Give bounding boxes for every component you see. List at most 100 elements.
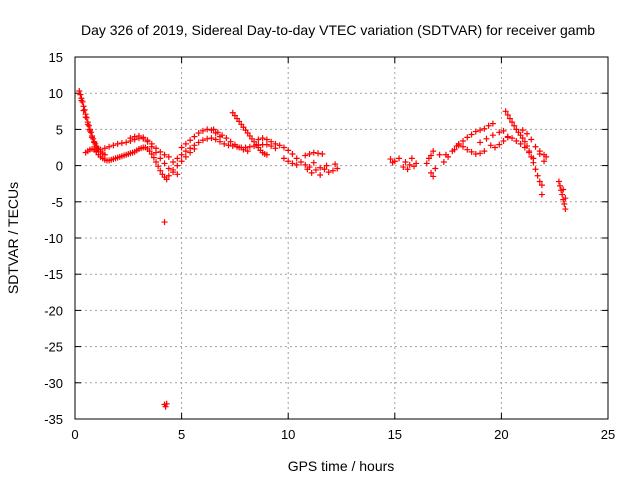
data-point	[559, 191, 566, 198]
data-point	[225, 142, 232, 149]
data-point	[555, 178, 562, 185]
y-tick-label: 15	[49, 50, 63, 65]
data-point	[191, 145, 198, 152]
data-point	[489, 132, 496, 139]
data-point	[78, 97, 85, 104]
data-point	[153, 158, 160, 165]
y-tick-label: -30	[44, 376, 63, 391]
data-point	[195, 130, 202, 137]
data-point	[276, 142, 283, 149]
data-point	[440, 158, 447, 165]
data-point	[255, 136, 262, 143]
data-point	[77, 91, 84, 98]
data-point	[500, 137, 507, 144]
data-point	[140, 134, 147, 141]
data-point	[212, 136, 219, 143]
data-point	[526, 149, 533, 156]
data-point	[472, 151, 479, 158]
data-point	[304, 166, 311, 173]
data-point	[131, 133, 138, 140]
y-tick-label: -20	[44, 303, 63, 318]
data-point	[161, 151, 168, 158]
data-point	[231, 141, 238, 148]
data-point	[477, 127, 484, 134]
data-point	[127, 135, 134, 142]
data-point	[148, 140, 155, 147]
data-point	[83, 114, 90, 121]
data-point	[502, 108, 509, 115]
data-point	[428, 152, 435, 159]
data-point	[163, 400, 170, 407]
data-point	[268, 138, 275, 145]
data-point	[163, 176, 170, 183]
data-point	[536, 148, 543, 155]
data-point	[464, 134, 471, 141]
data-point	[285, 147, 292, 154]
data-point	[246, 143, 253, 150]
data-point	[182, 148, 189, 155]
data-point	[144, 137, 151, 144]
data-point	[521, 144, 528, 151]
data-point	[496, 129, 503, 136]
data-point	[236, 144, 243, 151]
data-point	[280, 144, 287, 151]
data-point	[302, 161, 309, 168]
x-tick-label: 15	[388, 427, 402, 442]
data-point	[165, 172, 172, 179]
data-point	[165, 165, 172, 172]
data-point	[496, 141, 503, 148]
data-point	[84, 121, 91, 128]
data-point	[481, 148, 488, 155]
data-point	[509, 135, 516, 142]
data-point	[170, 166, 177, 173]
x-tick-label: 25	[601, 427, 615, 442]
data-point	[91, 139, 98, 146]
data-point	[148, 151, 155, 158]
data-point	[263, 141, 270, 148]
data-point	[150, 154, 157, 161]
data-point	[557, 182, 564, 189]
data-point	[162, 403, 169, 410]
data-point	[308, 169, 315, 176]
data-point	[161, 160, 168, 167]
data-point	[80, 107, 87, 114]
data-point	[195, 139, 202, 146]
data-point	[532, 143, 539, 150]
x-tick-label: 20	[494, 427, 508, 442]
data-point	[187, 137, 194, 144]
data-point	[460, 137, 467, 144]
data-point	[561, 200, 568, 207]
data-point	[227, 138, 234, 145]
y-tick-label: 0	[56, 159, 63, 174]
data-point	[506, 115, 513, 122]
data-point	[174, 155, 181, 162]
data-point	[101, 145, 108, 152]
chart-title: Day 326 of 2019, Sidereal Day-to-day VTE…	[81, 22, 595, 38]
data-point	[423, 160, 430, 167]
data-point	[451, 146, 458, 153]
data-point	[123, 139, 130, 146]
data-point	[297, 158, 304, 165]
data-point	[263, 136, 270, 143]
data-points	[76, 88, 569, 410]
data-point	[504, 111, 511, 118]
data-point	[430, 173, 437, 180]
data-point	[534, 172, 541, 179]
data-point	[523, 130, 530, 137]
data-point	[161, 219, 168, 226]
y-tick-label: -15	[44, 267, 63, 282]
data-point	[519, 127, 526, 134]
data-point	[560, 186, 567, 193]
data-point	[436, 151, 443, 158]
data-point	[174, 162, 181, 169]
x-tick-label: 0	[71, 427, 78, 442]
data-point	[489, 120, 496, 127]
data-point	[511, 122, 518, 129]
data-point	[562, 206, 569, 213]
data-point	[76, 88, 83, 95]
data-point	[101, 151, 108, 158]
data-point	[325, 169, 332, 176]
data-point	[492, 144, 499, 151]
data-point	[445, 153, 452, 160]
